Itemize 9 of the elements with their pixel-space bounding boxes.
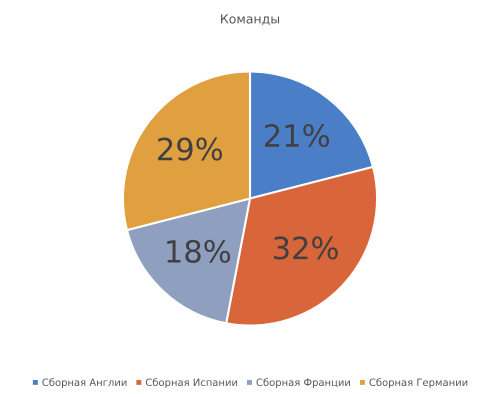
data-label: 32% bbox=[274, 236, 338, 260]
legend-label: Сборная Испании bbox=[146, 378, 238, 388]
chart-title: Команды bbox=[221, 14, 280, 26]
legend-label: Сборная Франции bbox=[256, 378, 350, 388]
data-label: 18% bbox=[167, 240, 230, 263]
data-label: 29% bbox=[158, 138, 222, 161]
legend-label: Сборная Германии bbox=[369, 378, 468, 388]
legend-label: Сборная Англии bbox=[42, 378, 126, 388]
data-label: 21% bbox=[265, 124, 329, 148]
